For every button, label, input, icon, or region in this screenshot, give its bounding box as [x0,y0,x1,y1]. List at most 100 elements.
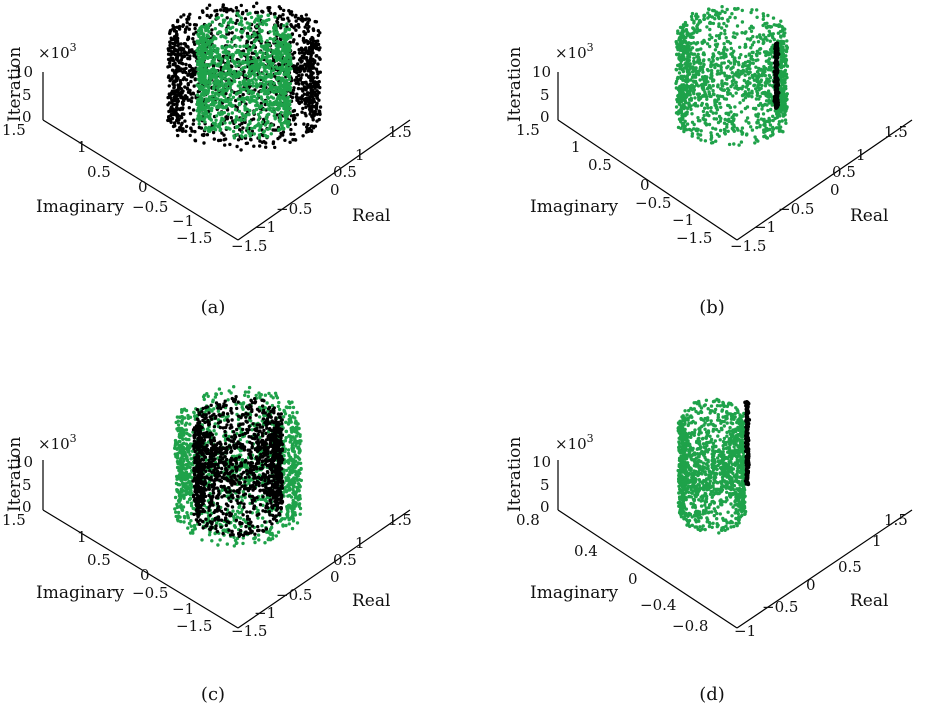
data-point [283,100,287,104]
data-point [706,11,710,15]
data-point [693,101,698,106]
data-point [726,87,730,91]
data-point [311,51,315,55]
data-point [296,62,300,66]
data-point [188,57,192,61]
data-point [267,112,271,117]
data-point [784,73,788,77]
data-point [217,105,222,109]
data-point [196,29,201,33]
data-point [724,36,728,40]
data-point [705,102,709,107]
data-point [228,93,232,97]
data-point [267,43,272,47]
data-point [224,73,228,78]
data-point [285,22,289,26]
data-point [213,27,217,31]
data-point [259,101,263,106]
data-point [720,81,724,86]
data-point [230,31,234,35]
data-point [690,17,694,22]
data-point [681,116,685,120]
data-point [681,35,685,40]
data-point [299,46,304,50]
data-point [774,126,779,130]
data-point [679,109,684,113]
data-point [190,66,195,71]
data-point [183,27,188,32]
data-point [167,101,172,105]
data-point [262,86,266,90]
data-point [761,14,766,18]
data-point [229,97,233,102]
data-point [297,100,301,105]
data-point [255,24,259,28]
data-point [766,24,770,29]
data-point [742,69,746,73]
data-point [226,112,231,116]
data-point [212,81,216,85]
data-point [677,71,682,75]
data-point [187,69,192,73]
data-point [720,16,724,21]
data-point [297,58,302,62]
data-point [774,64,779,68]
data-point [713,98,717,103]
data-point [242,26,247,30]
data-point [214,118,218,122]
data-point [732,112,736,117]
data-point [779,35,783,39]
data-point [737,56,742,60]
data-point [780,89,784,93]
data-point [187,72,191,76]
data-point [223,99,227,104]
data-point [251,34,255,39]
data-point [683,100,687,104]
data-point [198,16,202,20]
data-point [304,56,309,60]
data-point [207,55,211,59]
data-point [749,29,754,33]
data-point [702,58,706,62]
data-point [243,390,248,394]
data-point [297,34,302,38]
data-point [781,46,785,50]
data-point [722,56,726,60]
data-point [708,21,712,25]
imag-tick-label: −0.5 [132,198,168,216]
data-point [234,98,238,103]
data-point [254,393,258,398]
imag-tick-label: −1 [672,211,694,229]
data-point [312,90,317,94]
data-point [280,61,285,65]
data-point [258,81,262,86]
data-point [174,76,178,81]
data-point [268,82,273,86]
data-point [754,97,759,101]
data-point [232,78,236,83]
data-point [770,49,774,53]
data-point [186,98,190,102]
data-point [722,127,727,132]
data-point [681,25,686,29]
data-point [301,134,305,138]
data-point [678,37,683,42]
data-point [203,107,207,111]
data-point [767,33,771,38]
data-point [253,73,258,77]
data-point [690,11,695,16]
data-point [754,113,758,117]
data-point [756,58,760,62]
data-point [305,22,310,26]
data-point [291,138,295,142]
data-point [299,97,304,101]
data-point [760,107,764,111]
data-point [727,142,732,147]
imag-tick-label: 1.5 [2,121,26,139]
data-point [318,57,322,61]
data-point [166,118,170,123]
data-point [186,83,190,87]
data-point [694,42,698,46]
data-point [221,67,225,72]
data-point [690,112,694,116]
